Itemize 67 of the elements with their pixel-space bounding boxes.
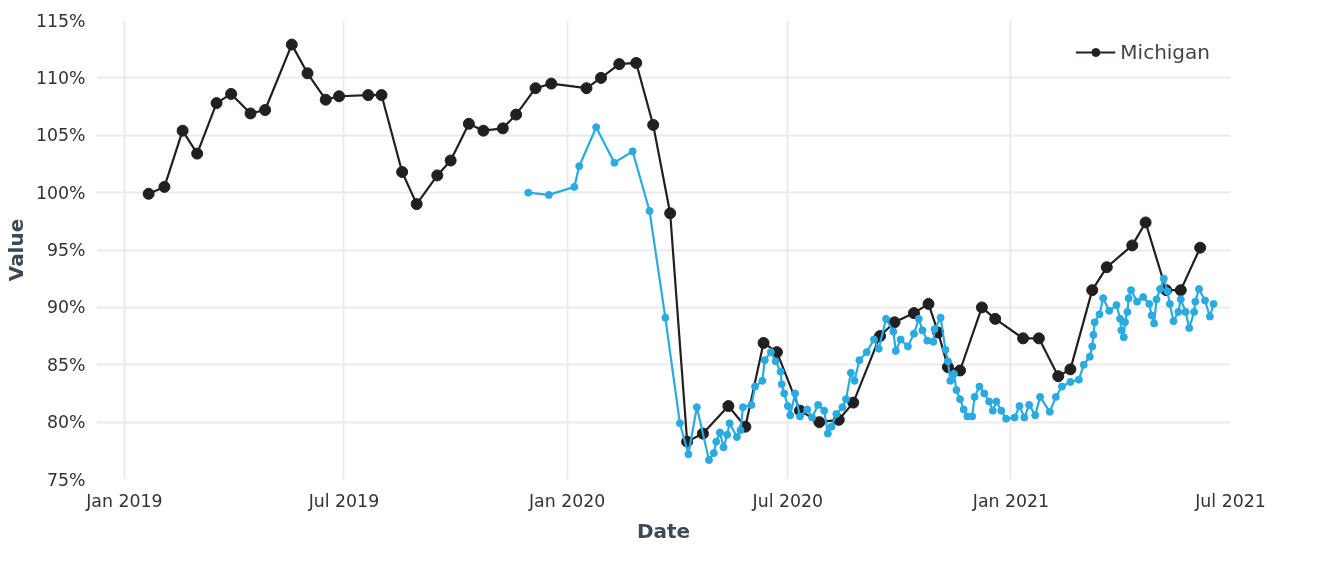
point	[529, 82, 542, 95]
point	[1174, 284, 1187, 297]
point	[333, 90, 346, 103]
y-tick-label: 80%	[46, 412, 86, 433]
legend-label: Michigan	[1120, 40, 1210, 64]
point	[757, 336, 770, 349]
x-tick-label: Jul 2020	[751, 490, 824, 511]
x-tick-label: Jul 2021	[1194, 490, 1266, 511]
point	[396, 165, 409, 178]
point	[1017, 332, 1030, 345]
point	[158, 180, 171, 193]
point	[1139, 216, 1152, 229]
point	[1032, 332, 1045, 345]
x-tick-label: Jan 2019	[85, 490, 163, 511]
point	[301, 67, 314, 80]
point	[647, 118, 660, 131]
point	[595, 71, 608, 84]
x-tick-label: Jan 2021	[971, 490, 1050, 511]
point	[496, 122, 509, 135]
point	[375, 89, 388, 102]
point	[813, 416, 826, 429]
point	[1100, 261, 1113, 274]
point	[319, 93, 332, 106]
point	[888, 316, 901, 329]
point	[142, 187, 155, 200]
y-tick-label: 90%	[46, 297, 86, 318]
point	[907, 307, 920, 320]
point	[244, 107, 257, 120]
x-axis-title: Date	[636, 518, 691, 543]
point	[362, 89, 375, 102]
point	[210, 97, 223, 110]
y-axis-title: Value	[3, 218, 28, 282]
point	[630, 56, 643, 69]
point	[444, 154, 457, 167]
x-tick-label: Jul 2019	[307, 490, 380, 511]
point	[225, 87, 238, 100]
y-tick-label: 95%	[46, 240, 86, 260]
point	[722, 400, 735, 413]
y-tick-label: 110%	[35, 67, 86, 88]
y-tick-label: 100%	[35, 182, 86, 203]
y-tick-label: 85%	[46, 354, 86, 375]
y-tick-label: 75%	[46, 469, 86, 490]
point	[922, 297, 935, 310]
point	[1194, 241, 1207, 254]
point	[1126, 239, 1139, 252]
point	[975, 301, 988, 314]
point	[510, 108, 523, 121]
y-tick-label: 115%	[35, 10, 86, 31]
point	[176, 124, 189, 137]
point	[410, 198, 423, 211]
point	[462, 117, 475, 130]
y-tick-label: 105%	[35, 125, 86, 146]
point	[664, 207, 677, 220]
point	[580, 82, 593, 95]
point	[1064, 363, 1077, 376]
point	[259, 104, 272, 116]
x-tick-label: Jan 2020	[527, 490, 606, 511]
point	[191, 147, 204, 160]
point	[847, 396, 860, 409]
point	[477, 124, 490, 137]
point	[1052, 370, 1065, 383]
point	[1086, 284, 1099, 297]
point	[545, 77, 558, 90]
point	[613, 58, 626, 71]
point	[285, 38, 298, 51]
point	[431, 169, 444, 182]
point	[989, 312, 1002, 325]
